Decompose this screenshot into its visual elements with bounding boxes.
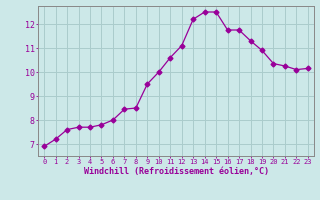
X-axis label: Windchill (Refroidissement éolien,°C): Windchill (Refroidissement éolien,°C): [84, 167, 268, 176]
